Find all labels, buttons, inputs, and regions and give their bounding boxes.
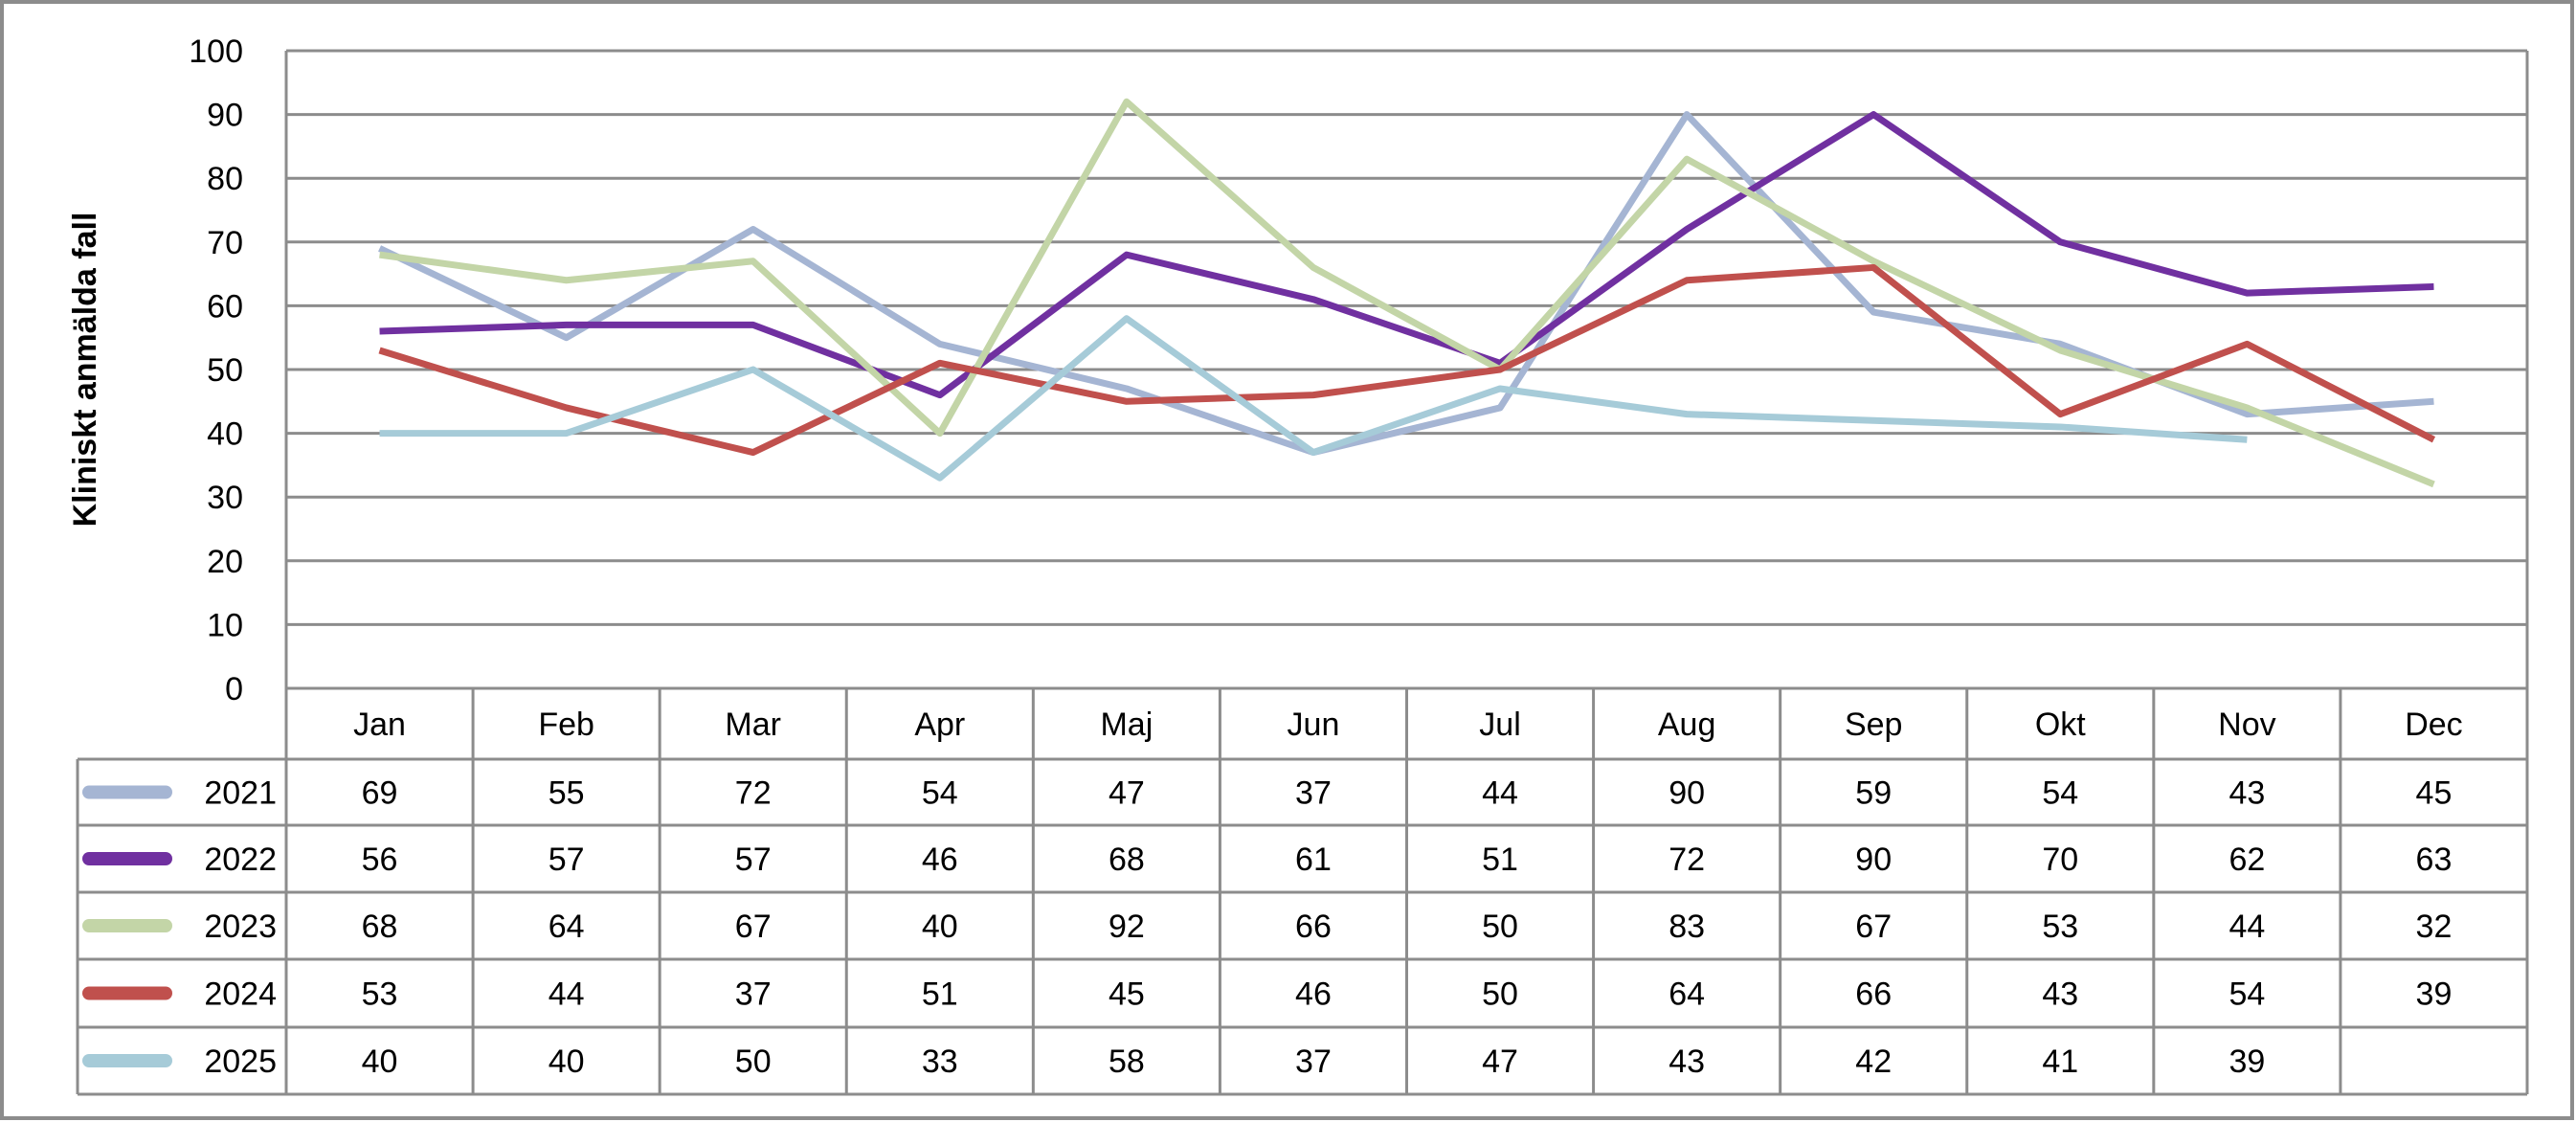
data-label: 42 [1855, 1043, 1892, 1080]
series-line-2022 [379, 111, 2434, 399]
y-tick-label: 50 [207, 352, 243, 389]
data-label: 44 [1482, 775, 1518, 812]
y-axis-label: Kliniskt anmälda fall [67, 213, 103, 527]
data-label: 47 [1482, 1043, 1518, 1080]
data-label: 53 [2042, 909, 2078, 945]
x-tick-label: Maj [1100, 707, 1153, 743]
data-label: 54 [922, 775, 958, 812]
x-tick-label: Dec [2405, 707, 2462, 743]
data-label: 72 [735, 775, 772, 812]
legend-label: 2024 [204, 976, 277, 1013]
x-tick-label: Nov [2218, 707, 2275, 743]
y-tick-label: 40 [207, 416, 243, 453]
data-label: 40 [922, 909, 958, 945]
data-label: 45 [2416, 775, 2453, 812]
data-label: 32 [2416, 909, 2453, 945]
data-label: 43 [2042, 976, 2078, 1013]
data-label: 66 [1295, 909, 1332, 945]
data-label: 51 [922, 976, 958, 1013]
x-tick-label: Aug [1658, 707, 1716, 743]
data-label: 68 [362, 909, 398, 945]
data-label: 40 [362, 1043, 398, 1080]
data-label: 46 [922, 842, 958, 878]
data-label: 54 [2042, 775, 2078, 812]
series-line-2025 [379, 315, 2248, 482]
x-tick-label: Okt [2035, 707, 2086, 743]
data-label: 57 [549, 842, 585, 878]
data-label: 55 [549, 775, 585, 812]
x-tick-label: Apr [914, 707, 965, 743]
y-tick-label: 80 [207, 161, 243, 197]
data-label: 37 [1295, 1043, 1332, 1080]
legend-label: 2022 [204, 842, 277, 878]
data-label: 69 [362, 775, 398, 812]
series-line-2021 [378, 111, 2434, 457]
data-label: 63 [2416, 842, 2453, 878]
y-tick-label: 30 [207, 480, 243, 516]
data-label: 51 [1482, 842, 1518, 878]
data-label: 39 [2416, 976, 2453, 1013]
y-tick-label: 10 [207, 607, 243, 643]
legend-label: 2021 [204, 775, 277, 812]
data-label: 45 [1109, 976, 1145, 1013]
data-label: 50 [1482, 976, 1518, 1013]
data-label: 46 [1295, 976, 1332, 1013]
y-tick-label: 0 [225, 671, 243, 707]
y-tick-label: 20 [207, 544, 243, 580]
x-tick-label: Jul [1479, 707, 1520, 743]
data-label: 33 [922, 1043, 958, 1080]
data-label: 57 [735, 842, 772, 878]
x-tick-label: Sep [1845, 707, 1903, 743]
data-label: 40 [549, 1043, 585, 1080]
y-tick-label: 100 [189, 34, 243, 70]
series-line-2024 [378, 263, 2436, 457]
data-label: 53 [362, 976, 398, 1013]
x-tick-label: Jun [1288, 707, 1340, 743]
data-label: 59 [1855, 775, 1892, 812]
data-label: 58 [1109, 1043, 1145, 1080]
data-label: 64 [549, 909, 585, 945]
data-label: 90 [1855, 842, 1892, 878]
data-label: 37 [1295, 775, 1332, 812]
data-label: 67 [1855, 909, 1892, 945]
x-tick-label: Feb [538, 707, 594, 743]
data-label: 47 [1109, 775, 1145, 812]
data-label: 41 [2042, 1043, 2078, 1080]
data-label: 56 [362, 842, 398, 878]
data-label: 68 [1109, 842, 1145, 878]
data-label: 50 [735, 1043, 772, 1080]
data-label: 61 [1295, 842, 1332, 878]
series-line-2023 [379, 98, 2435, 488]
data-label: 64 [1669, 976, 1705, 1013]
data-label: 39 [2229, 1043, 2265, 1080]
data-label: 70 [2042, 842, 2078, 878]
data-label: 83 [1669, 909, 1705, 945]
data-label: 54 [2229, 976, 2265, 1013]
data-label: 92 [1109, 909, 1145, 945]
data-label: 66 [1855, 976, 1892, 1013]
y-tick-label: 70 [207, 225, 243, 261]
data-label: 62 [2229, 842, 2265, 878]
y-tick-label: 90 [207, 98, 243, 134]
data-label: 50 [1482, 909, 1518, 945]
legend-label: 2025 [204, 1043, 277, 1080]
data-label: 43 [1669, 1043, 1705, 1080]
data-label: 43 [2229, 775, 2265, 812]
legend-label: 2023 [204, 909, 277, 945]
y-tick-label: 60 [207, 288, 243, 325]
data-label: 37 [735, 976, 772, 1013]
data-label: 67 [735, 909, 772, 945]
data-label: 72 [1669, 842, 1705, 878]
data-label: 44 [549, 976, 585, 1013]
data-label: 90 [1669, 775, 1705, 812]
data-label: 44 [2229, 909, 2265, 945]
x-tick-label: Jan [353, 707, 406, 743]
x-tick-label: Mar [725, 707, 781, 743]
